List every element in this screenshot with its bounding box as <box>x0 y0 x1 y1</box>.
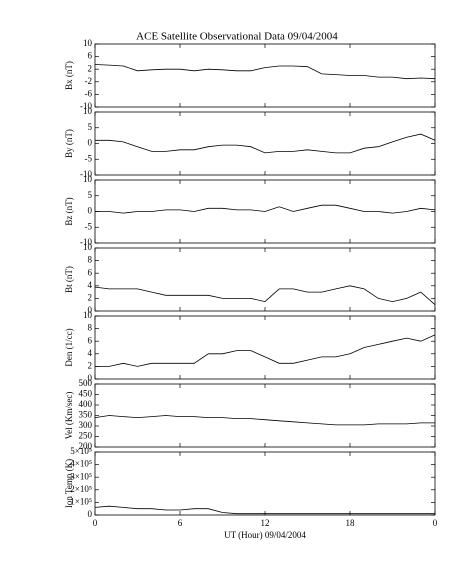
y-tick-label: 4 <box>88 348 93 358</box>
x-axis-label: UT (Hour) 09/04/2004 <box>224 530 306 540</box>
y-tick-label: 0 <box>88 305 93 315</box>
y-tick-label: 6 <box>88 267 93 277</box>
y-tick-label: 0 <box>88 138 93 148</box>
y-tick-label: 400 <box>79 399 93 409</box>
y-tick-label: 4 <box>88 280 93 290</box>
y-tick-label: 450 <box>79 389 93 399</box>
y-axis-label: Ion Temp (K) <box>64 459 74 508</box>
y-tick-label: 8 <box>88 255 93 265</box>
y-tick-label: 4×10⁵ <box>70 459 92 469</box>
chart-title: ACE Satellite Observational Data 09/04/2… <box>136 31 338 43</box>
y-tick-label: 3×10⁵ <box>70 471 92 481</box>
data-line <box>94 285 436 305</box>
y-tick-label: 2 <box>88 63 93 73</box>
y-tick-label: 350 <box>79 410 93 420</box>
y-tick-label: 0 <box>88 509 93 519</box>
y-axis-label: Den (1/cc) <box>64 328 74 366</box>
y-tick-label: 250 <box>79 431 93 441</box>
y-tick-label: -10 <box>80 169 92 179</box>
y-tick-label: 5 <box>88 122 93 132</box>
y-tick-label: 5×10⁵ <box>70 446 92 456</box>
y-tick-label: 5 <box>88 190 93 200</box>
x-tick-label: 6 <box>178 518 183 528</box>
data-line <box>94 415 435 426</box>
y-tick-label: -5 <box>85 153 93 163</box>
y-tick-label: 10 <box>83 38 93 48</box>
data-line <box>95 334 436 367</box>
x-tick-label: 12 <box>261 518 270 528</box>
x-tick-label: 0 <box>93 518 98 528</box>
y-tick-label: 10 <box>83 242 93 252</box>
y-tick-label: 10 <box>83 174 93 184</box>
data-line <box>95 133 436 154</box>
y-tick-label: 6 <box>88 335 93 345</box>
y-tick-label: 0 <box>88 206 93 216</box>
x-tick-label: 0 <box>433 518 438 528</box>
y-tick-label: -10 <box>80 101 92 111</box>
data-line <box>95 204 436 214</box>
y-axis-label: Bx (nT) <box>64 61 74 90</box>
y-tick-label: -2 <box>85 76 93 86</box>
x-tick-label: 18 <box>346 518 356 528</box>
y-tick-label: 500 <box>79 378 93 388</box>
y-tick-label: 1×10⁵ <box>70 496 92 506</box>
y-tick-label: 6 <box>88 51 93 61</box>
y-tick-label: -6 <box>85 88 93 98</box>
y-tick-label: 2×10⁵ <box>70 484 92 494</box>
y-axis-label: By (nT) <box>64 129 74 158</box>
y-tick-label: 2 <box>88 292 93 302</box>
y-tick-label: -5 <box>85 221 93 231</box>
y-tick-label: 10 <box>83 310 93 320</box>
y-tick-label: 2 <box>88 360 93 370</box>
y-tick-label: 10 <box>83 106 93 116</box>
y-axis-label: Vel (Km/sec) <box>64 392 74 440</box>
y-axis-label: Bz (nT) <box>64 197 74 225</box>
y-tick-label: -10 <box>80 237 92 247</box>
y-tick-label: 200 <box>79 441 93 451</box>
y-tick-label: 8 <box>88 323 93 333</box>
data-line <box>94 505 435 515</box>
y-axis-label: Bt (nT) <box>64 266 74 293</box>
y-tick-label: 0 <box>88 373 93 383</box>
data-line <box>94 64 436 80</box>
y-tick-label: 300 <box>79 420 93 430</box>
